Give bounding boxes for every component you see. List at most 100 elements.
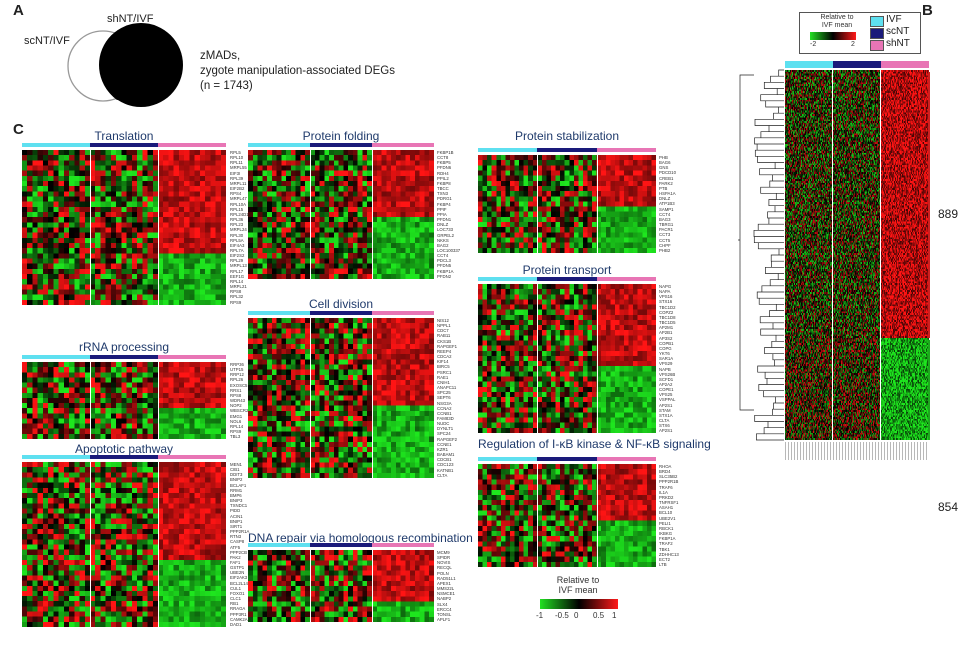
gene-label: RPL17 xyxy=(230,268,244,274)
gene-label: RPL36 xyxy=(230,217,244,223)
heatmap-bar-shnt xyxy=(596,277,656,281)
gene-label: BAG2 xyxy=(437,242,449,248)
gene-label: BABAM1 xyxy=(437,452,455,458)
heatmap-bar-shnt xyxy=(596,457,656,461)
heatmap-separator xyxy=(537,284,539,433)
heatmap-bar-scnt xyxy=(310,543,372,547)
gene-label: RTN3 xyxy=(230,534,242,540)
gene-label: TBRG1 xyxy=(659,222,674,228)
gene-label: CLTA xyxy=(659,418,670,424)
gene-label: MRPL11 xyxy=(230,180,247,186)
scale-c-title: Relative to IVF mean xyxy=(548,575,608,595)
panel-b-bar-scnt xyxy=(833,61,881,68)
panel-c-letter: C xyxy=(13,121,24,138)
gene-label: FOXO1 xyxy=(230,590,245,596)
gene-label: RHOA xyxy=(659,464,672,469)
zmads-line1: zMADs, xyxy=(200,50,241,62)
gene-label: RPS9 xyxy=(230,299,242,305)
heatmap-separator xyxy=(596,464,598,567)
legend-label-shnt: shNT xyxy=(886,38,910,49)
gene-label: PSRC1 xyxy=(437,369,452,375)
gene-label: CKS1B xyxy=(437,338,452,344)
dendrogram-branches xyxy=(738,69,784,441)
panel-b-bar-ivf xyxy=(785,61,833,68)
legend-swatch-shnt xyxy=(870,40,884,51)
gene-label: APLF1 xyxy=(437,617,451,623)
heatmap-bar-shnt xyxy=(372,311,434,315)
gene-label: SAMP1 xyxy=(659,206,674,212)
gene-label: TXN3 xyxy=(437,191,448,197)
gene-label: IKBKG xyxy=(659,531,673,537)
gene-label: HSPA1A xyxy=(659,191,676,197)
heatmap-separator xyxy=(310,318,311,478)
gene-list: MCM9 SPIDR NOVIS RECQL POLN RAD51L1 APEX1 MMS22… xyxy=(437,550,456,622)
gene-label: STX16 xyxy=(659,299,673,305)
heatmap-bar-scnt xyxy=(90,455,158,459)
heatmap-bar-scnt xyxy=(537,457,597,461)
gene-label: CIB1 xyxy=(230,467,240,473)
gene-label: BIRC5 xyxy=(437,364,450,370)
gene-label: DNLZ xyxy=(437,222,449,228)
gene-label: VPS26B xyxy=(659,371,676,377)
gene-label: SEPT6 xyxy=(437,395,451,401)
gene-label: RB1 xyxy=(230,601,239,607)
heatmap-grid xyxy=(248,150,434,279)
gene-label: TBC1D2 xyxy=(659,304,676,310)
heatmap-separator xyxy=(310,550,311,622)
gene-label: PACR1 xyxy=(659,227,674,233)
gene-label: SCFD1 xyxy=(659,376,674,382)
gene-label: AP3S2 xyxy=(659,335,673,341)
gene-label: RPL26 xyxy=(230,377,244,383)
gene-label: RAB11 xyxy=(437,333,451,339)
gene-label: NPPL1 xyxy=(437,323,451,329)
gene-label: RAPGEF1 xyxy=(437,343,458,349)
gene-list: FKBP1B CCT8 FKBP5 PFDN6 RDH4 PPIL2 FKBP8 TBCC TX… xyxy=(437,150,460,279)
gene-label: DAD1 xyxy=(230,621,242,627)
gene-label: ECT2 xyxy=(659,556,670,562)
gene-label: PELI1 xyxy=(659,520,671,526)
gene-label: RRP36 xyxy=(230,362,244,367)
gene-label: CDCA2 xyxy=(437,354,452,360)
gene-label: ATF5 xyxy=(230,544,241,550)
heatmap-title: Protein transport xyxy=(522,263,612,277)
heatmap-grid xyxy=(478,284,656,433)
panel-b-letter: B xyxy=(922,2,933,19)
heatmap-separator xyxy=(537,464,539,567)
heatmap-bar-ivf xyxy=(478,277,538,281)
gene-label: YKT6 xyxy=(659,351,670,357)
heatmap-separator xyxy=(158,462,159,627)
gene-label: RPL10 xyxy=(230,155,244,161)
gene-label: RRM1 xyxy=(230,487,243,493)
scale-c-title-line2: IVF mean xyxy=(558,585,598,595)
gene-label: COPG xyxy=(659,345,672,351)
gene-label: EMG1 xyxy=(230,413,243,419)
scale-c-tick: 0 xyxy=(574,611,579,620)
gene-label: PFDN5 xyxy=(437,263,452,269)
heatmap-title: DNA repair via homologous recombination xyxy=(248,531,473,545)
gene-label: NAPA xyxy=(659,289,671,295)
zmads-description: zMADs, zygote manipulation-associated DE… xyxy=(200,49,395,94)
gene-label: FAF1 xyxy=(230,559,241,565)
down-count-label: 854 xyxy=(938,500,959,514)
gene-label: RPS9 xyxy=(230,429,242,435)
gene-label: CREB1 xyxy=(659,175,674,181)
scale-c-tick: 1 xyxy=(612,611,617,620)
panel-b-heatmap xyxy=(785,70,929,440)
gene-label: RAD51L1 xyxy=(437,575,456,581)
gene-label: EIF2AK3 xyxy=(230,575,248,581)
panel-b-dendrogram xyxy=(738,69,784,441)
gene-label: NUDC xyxy=(437,421,450,427)
gene-label: RPL39 xyxy=(230,175,244,181)
gene-label: RAPGEF2 xyxy=(437,436,458,442)
gene-label: NOVIS xyxy=(437,560,451,566)
heatmap-separator xyxy=(372,318,373,478)
zmads-line3: (n = 1743) xyxy=(200,80,253,92)
gene-label: REEP4 xyxy=(437,348,452,354)
gene-label: PARK2 xyxy=(659,180,673,186)
gene-label: RPS8 xyxy=(230,289,242,295)
gene-label: BAG3 xyxy=(659,216,671,222)
heatmap-grid xyxy=(478,464,656,567)
up-count-label: 889 xyxy=(938,207,959,221)
gene-label: UTP15 xyxy=(230,367,244,373)
gene-label: RRS1 xyxy=(230,387,242,393)
